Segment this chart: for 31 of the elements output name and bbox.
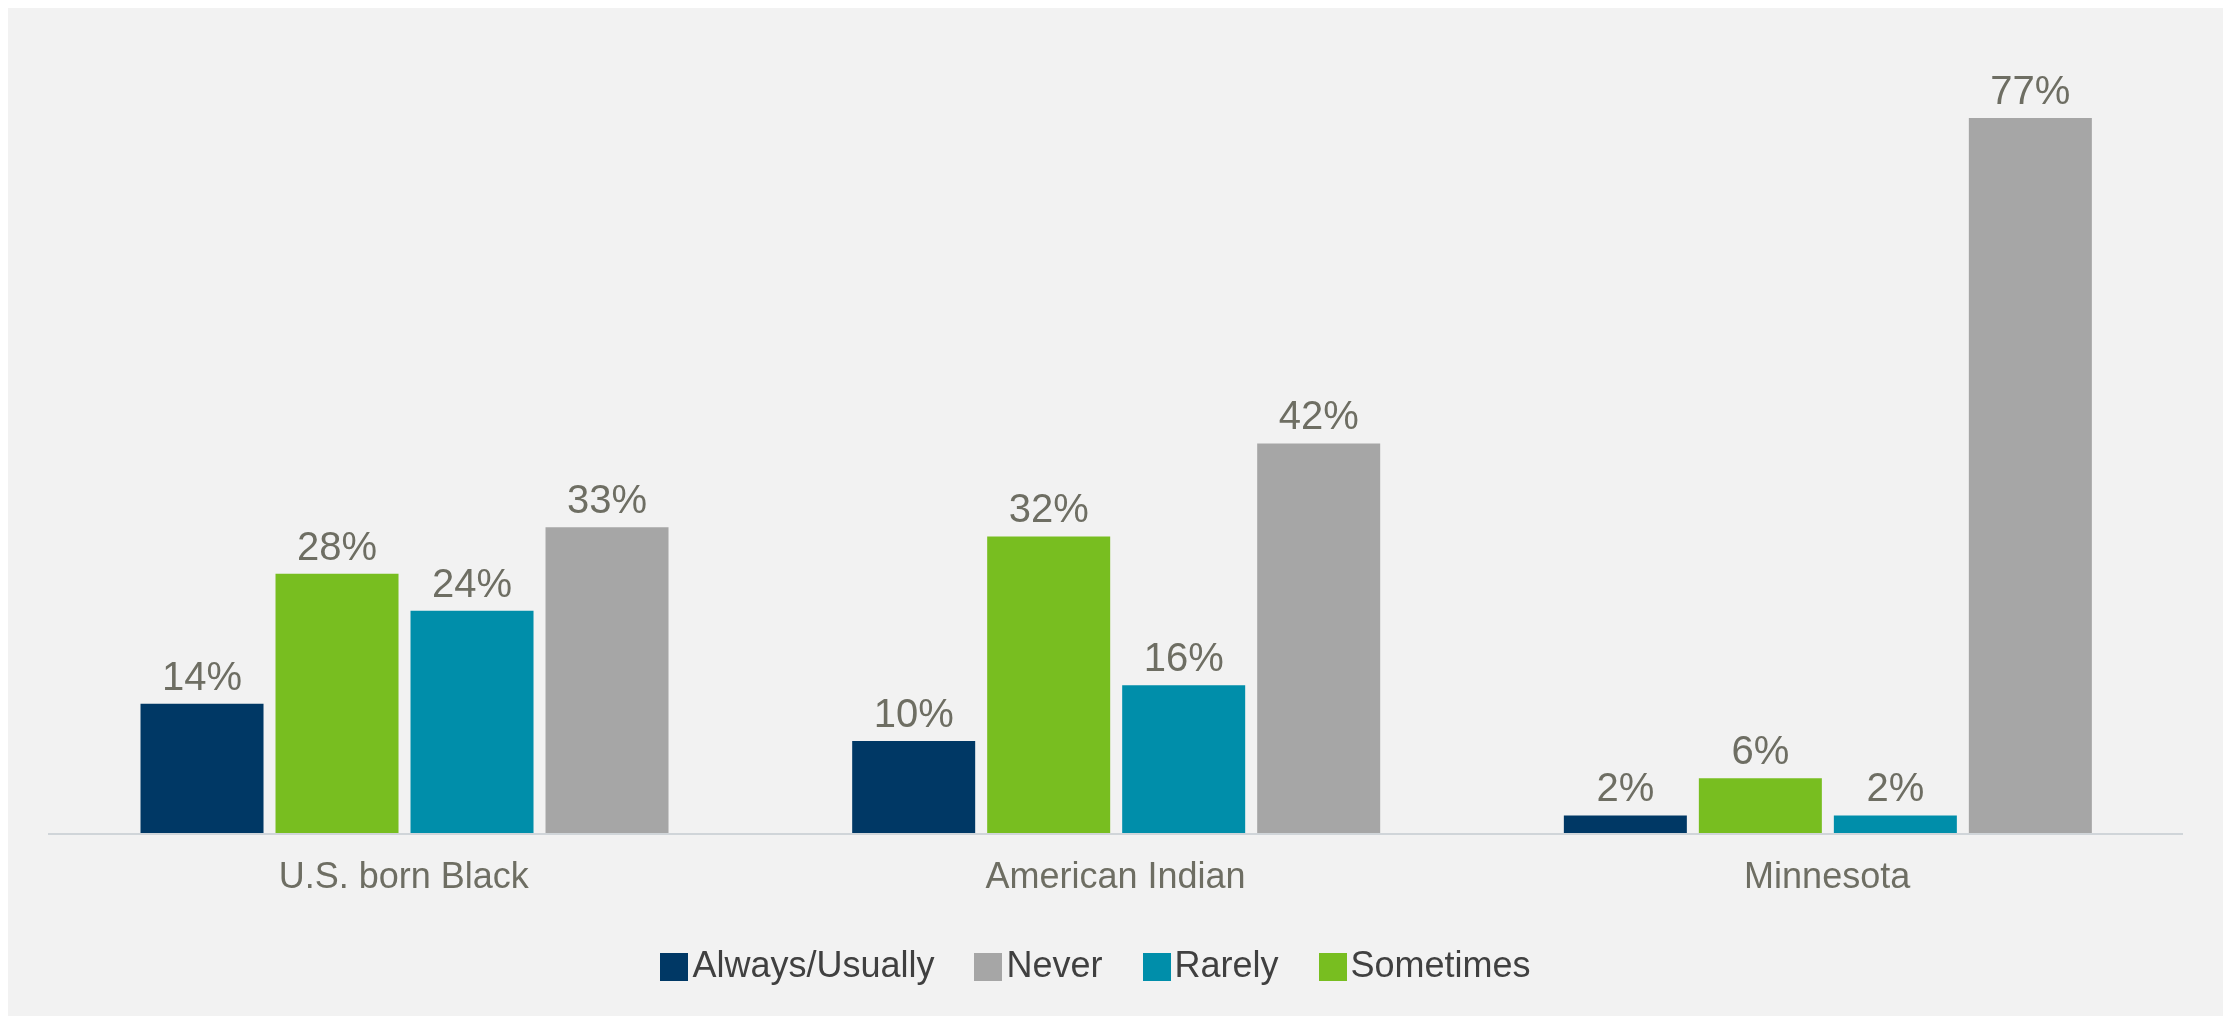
bar [1968,118,2092,834]
bar [987,536,1111,834]
legend-label: Always/Usually [692,944,935,985]
legend-label: Sometimes [1350,944,1531,985]
x-tick-label: American Indian [985,854,1246,896]
x-tick-label: Minnesota [1744,854,1912,896]
data-label: 10% [873,691,954,736]
data-label: 2% [1866,765,1925,810]
data-label: 16% [1143,635,1224,680]
data-label: 32% [1008,486,1089,531]
x-tick-label: U.S. born Black [278,854,530,896]
data-label: 14% [161,653,243,698]
bar [852,741,976,834]
bar [1833,815,1957,834]
bar [140,703,264,834]
data-label: 6% [1731,728,1790,773]
data-label: 28% [296,523,378,568]
data-label: 42% [1278,393,1359,438]
data-label: 2% [1596,765,1655,810]
bar [1257,443,1381,834]
bar [275,573,399,834]
data-label: 24% [431,560,513,605]
bar [1698,778,1822,834]
data-label: 77% [1990,68,2071,112]
bar [1563,815,1687,834]
bar [545,527,669,834]
legend-label: Rarely [1174,944,1279,985]
data-label: 33% [566,477,648,522]
legend-label: Never [1006,944,1103,985]
bar [410,610,534,834]
bar [1122,685,1246,834]
